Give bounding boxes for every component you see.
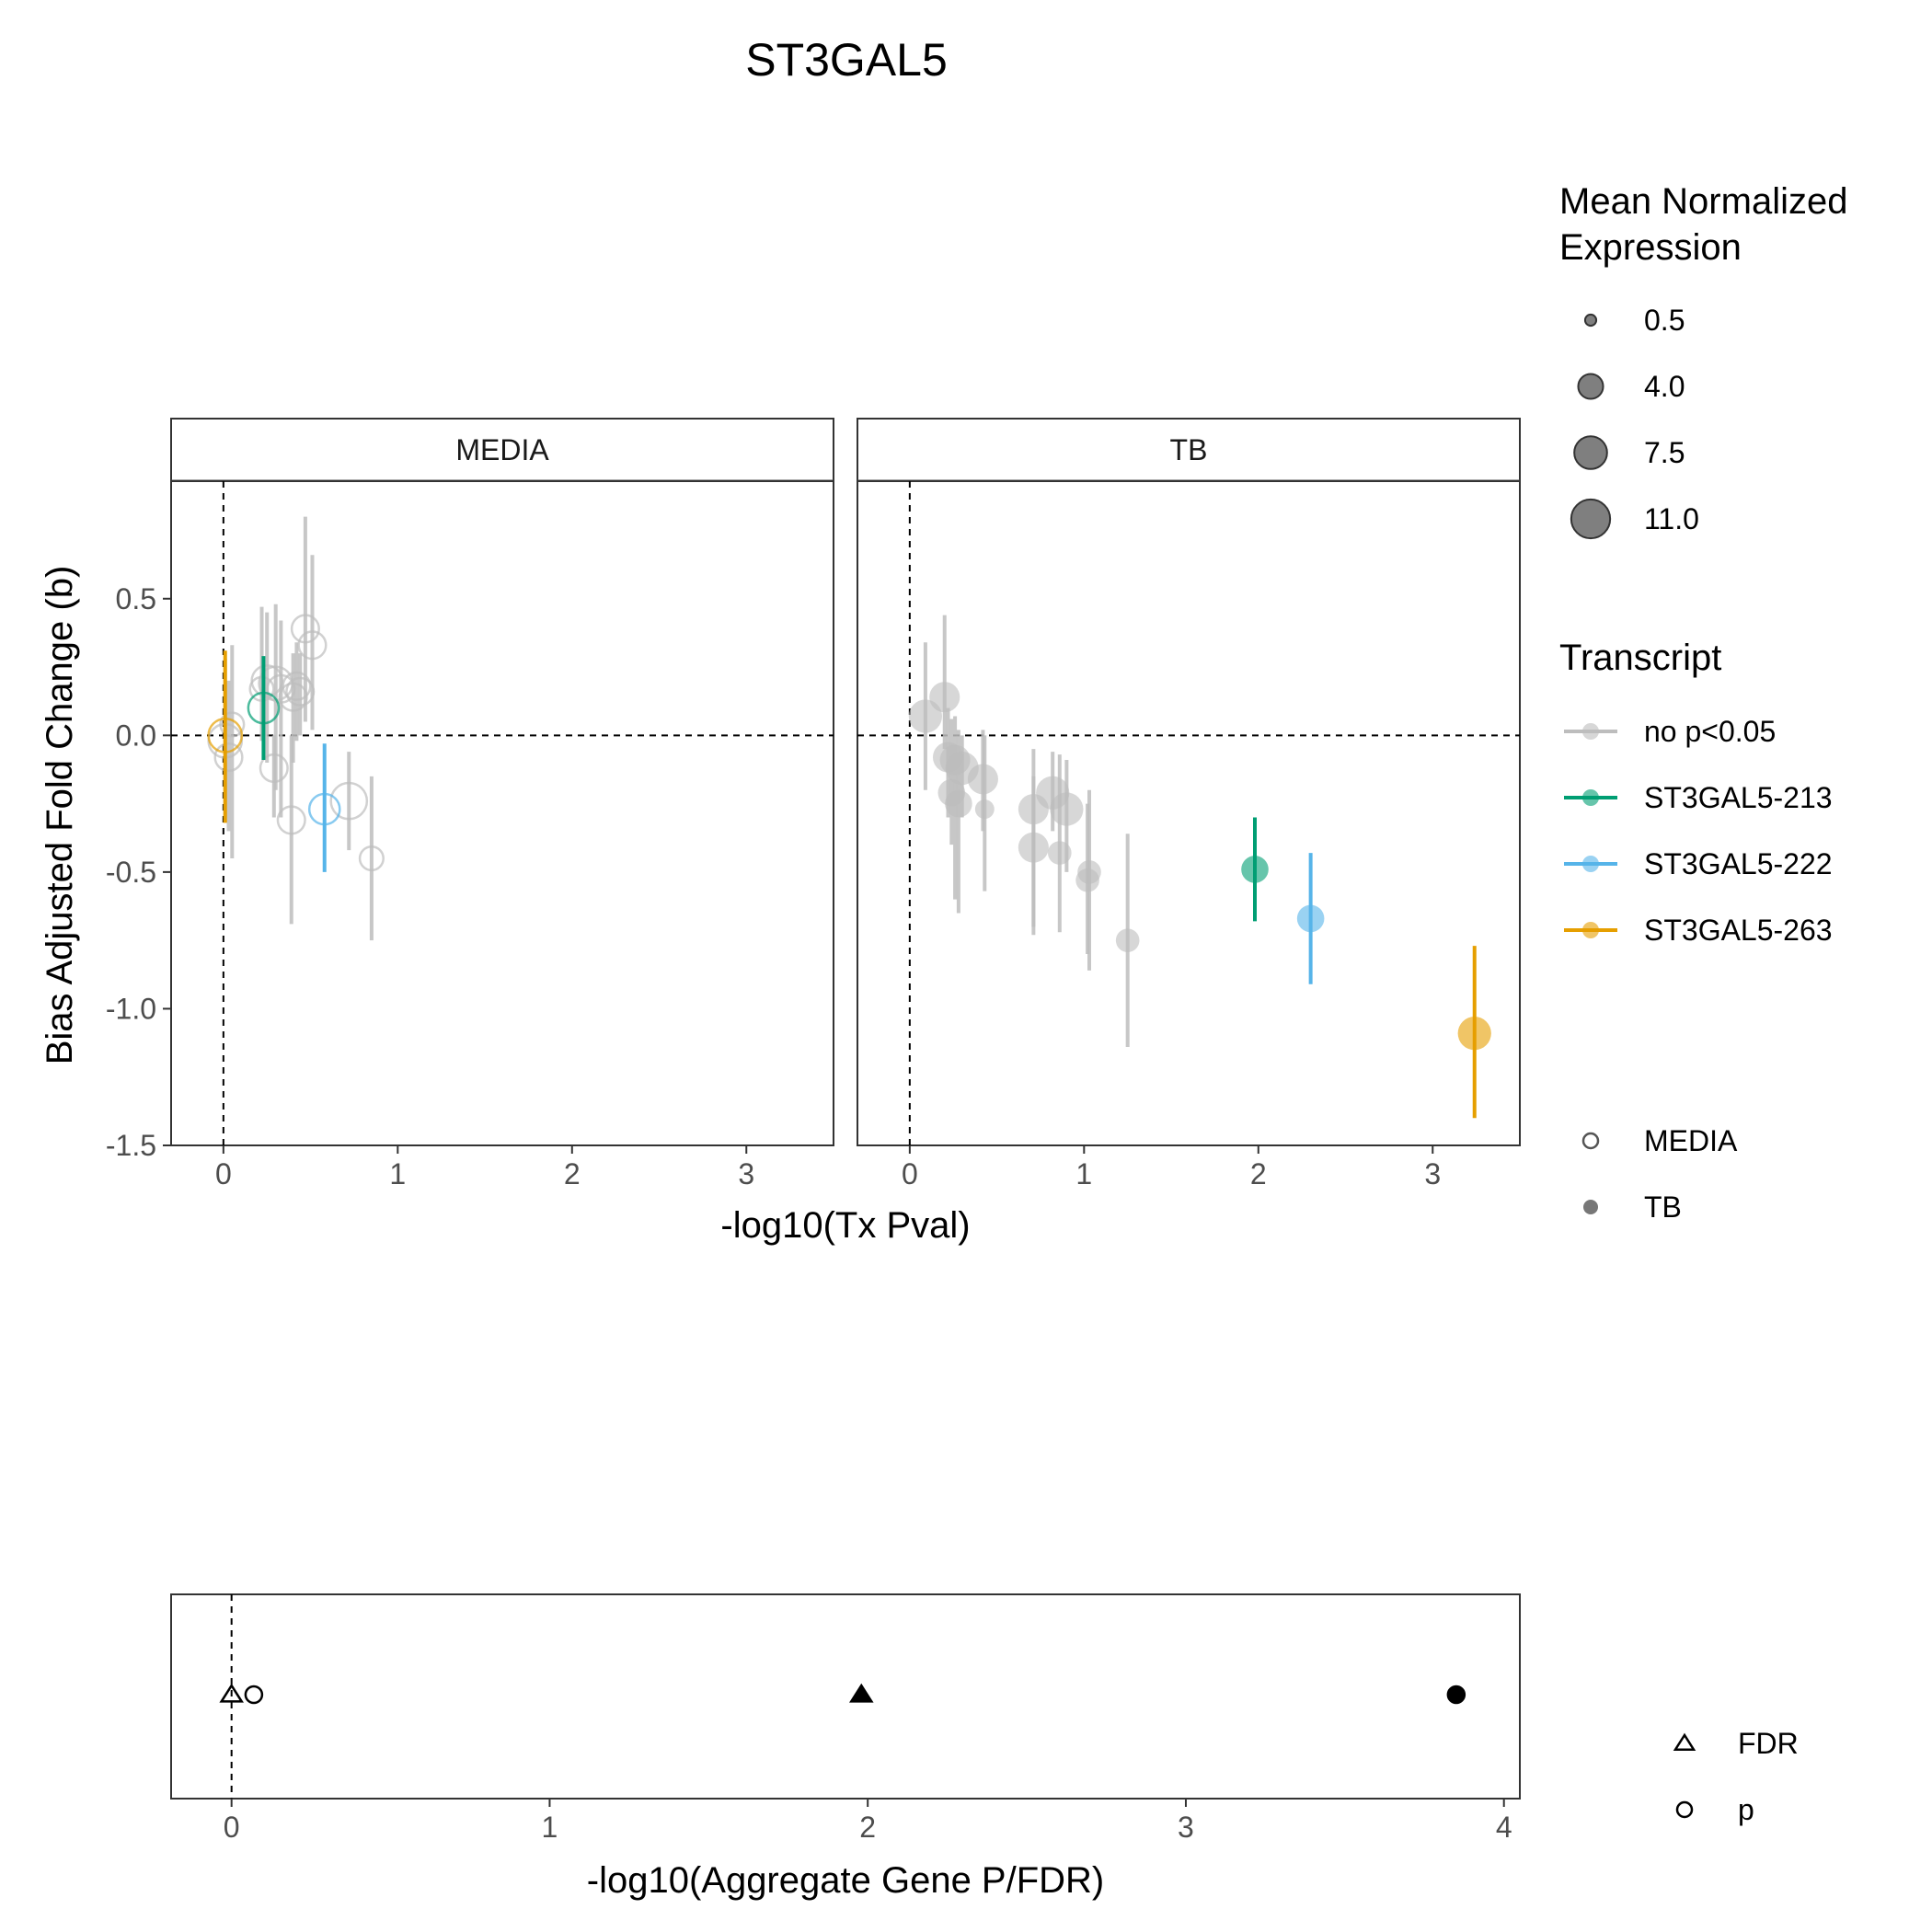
size-legend-title: Mean Normalized Expression: [1559, 181, 1858, 268]
aggregate-point-fdr: [849, 1683, 874, 1703]
size-legend-label: 4.0: [1644, 370, 1685, 403]
metric-legend-label: FDR: [1738, 1727, 1799, 1760]
x-axis-media: 0 1 2 3: [215, 1145, 754, 1190]
size-key: [1573, 435, 1608, 470]
data-point: [290, 614, 320, 644]
y-tick-label: 0.0: [116, 719, 156, 752]
data-point: [1115, 928, 1140, 952]
y-axis: 0.5 0.0 -0.5 -1.0 -1.5: [106, 582, 171, 1162]
x-axis-title-aggregate: -log10(Aggregate Gene P/FDR): [587, 1860, 1105, 1901]
facet-label-media: MEDIA: [455, 433, 549, 466]
panel-frame: [170, 480, 834, 1146]
color-legend-title: Transcript: [1559, 638, 1721, 678]
data-point: [213, 742, 244, 773]
data-point: [974, 799, 995, 820]
color-legend-label: ST3GAL5-213: [1644, 781, 1833, 814]
x-tick-label: 3: [738, 1157, 754, 1190]
data-point: [207, 717, 244, 753]
data-point: [247, 691, 281, 725]
y-axis-title: Bias Adjusted Fold Change (b): [40, 566, 80, 1065]
condition-key: [1583, 1200, 1598, 1214]
panel-tb: [857, 480, 1521, 1146]
y-tick-label: -0.5: [106, 856, 156, 889]
x-tick-label: 1: [389, 1157, 406, 1190]
x-axis-title: -log10(Tx Pval): [720, 1205, 970, 1246]
aggregate-point-p: [1446, 1685, 1466, 1705]
size-legend: Mean Normalized Expression 0.5 4.0 7.5 11.0: [1559, 181, 1858, 540]
data-point: [307, 792, 341, 826]
color-legend-label: ST3GAL5-222: [1644, 847, 1833, 880]
data-point: [282, 671, 312, 701]
facet-strip-media: MEDIA: [170, 418, 834, 483]
metric-key: [1673, 1732, 1696, 1751]
data-point: [259, 753, 289, 784]
facet-strip-tb: TB: [857, 418, 1521, 483]
data-point: [929, 682, 960, 713]
y-tick-label: 0.5: [116, 582, 156, 615]
metric-legend-label: p: [1738, 1793, 1754, 1826]
color-key-point: [1582, 856, 1599, 872]
size-legend-label: 7.5: [1644, 436, 1685, 469]
size-key: [1583, 313, 1598, 328]
condition-key: [1581, 1132, 1600, 1150]
x-tick-label: 4: [1496, 1811, 1512, 1844]
color-legend: Transcript no p<0.05 ST3GAL5-213 ST3GAL5-2…: [1559, 638, 1833, 947]
x-axis-aggregate: 0 1 2 3 4: [224, 1799, 1512, 1844]
aggregate-point-fdr: [219, 1683, 244, 1703]
data-point: [1457, 1017, 1491, 1051]
data-point: [1018, 832, 1049, 863]
size-legend-label: 11.0: [1644, 502, 1699, 535]
x-tick-label: 1: [1075, 1157, 1092, 1190]
x-tick-label: 2: [564, 1157, 581, 1190]
data-point: [297, 630, 328, 661]
size-key: [1570, 498, 1612, 540]
data-point: [329, 781, 369, 821]
data-point: [945, 789, 972, 818]
panel-media: [170, 480, 834, 1146]
shape-legend-condition: MEDIA TB: [1581, 1124, 1738, 1224]
y-tick-label: -1.0: [106, 992, 156, 1025]
color-key-point: [1582, 922, 1599, 938]
x-tick-label: 1: [542, 1811, 558, 1844]
color-key-point: [1582, 789, 1599, 806]
x-tick-label: 2: [1250, 1157, 1267, 1190]
y-tick-label: -1.5: [106, 1129, 156, 1162]
data-point: [1296, 904, 1325, 933]
x-tick-label: 0: [215, 1157, 232, 1190]
data-point: [1241, 856, 1269, 883]
shape-legend-metric: FDR p: [1673, 1727, 1799, 1826]
data-point: [908, 699, 943, 733]
metric-key: [1675, 1800, 1694, 1819]
x-tick-label: 3: [1178, 1811, 1194, 1844]
chart-title: ST3GAL5: [745, 34, 948, 86]
panel-frame: [170, 1593, 1521, 1800]
data-point: [276, 805, 306, 835]
size-key: [1577, 373, 1604, 400]
size-legend-label: 0.5: [1644, 304, 1685, 337]
x-tick-label: 0: [902, 1157, 918, 1190]
facet-label-tb: TB: [1170, 433, 1208, 466]
condition-legend-label: MEDIA: [1644, 1124, 1738, 1157]
data-point: [1077, 860, 1101, 884]
data-point: [219, 711, 246, 738]
data-point: [1050, 792, 1084, 826]
color-legend-label: no p<0.05: [1644, 715, 1776, 748]
aggregate-point-p: [244, 1685, 264, 1705]
data-point: [358, 845, 385, 872]
x-tick-label: 0: [224, 1811, 240, 1844]
condition-legend-label: TB: [1644, 1190, 1682, 1224]
x-tick-label: 3: [1424, 1157, 1441, 1190]
color-legend-label: ST3GAL5-263: [1644, 914, 1833, 947]
x-tick-label: 2: [859, 1811, 876, 1844]
x-axis-tb: 0 1 2 3: [902, 1145, 1441, 1190]
panel-aggregate: [170, 1593, 1521, 1800]
color-key-point: [1582, 723, 1599, 740]
